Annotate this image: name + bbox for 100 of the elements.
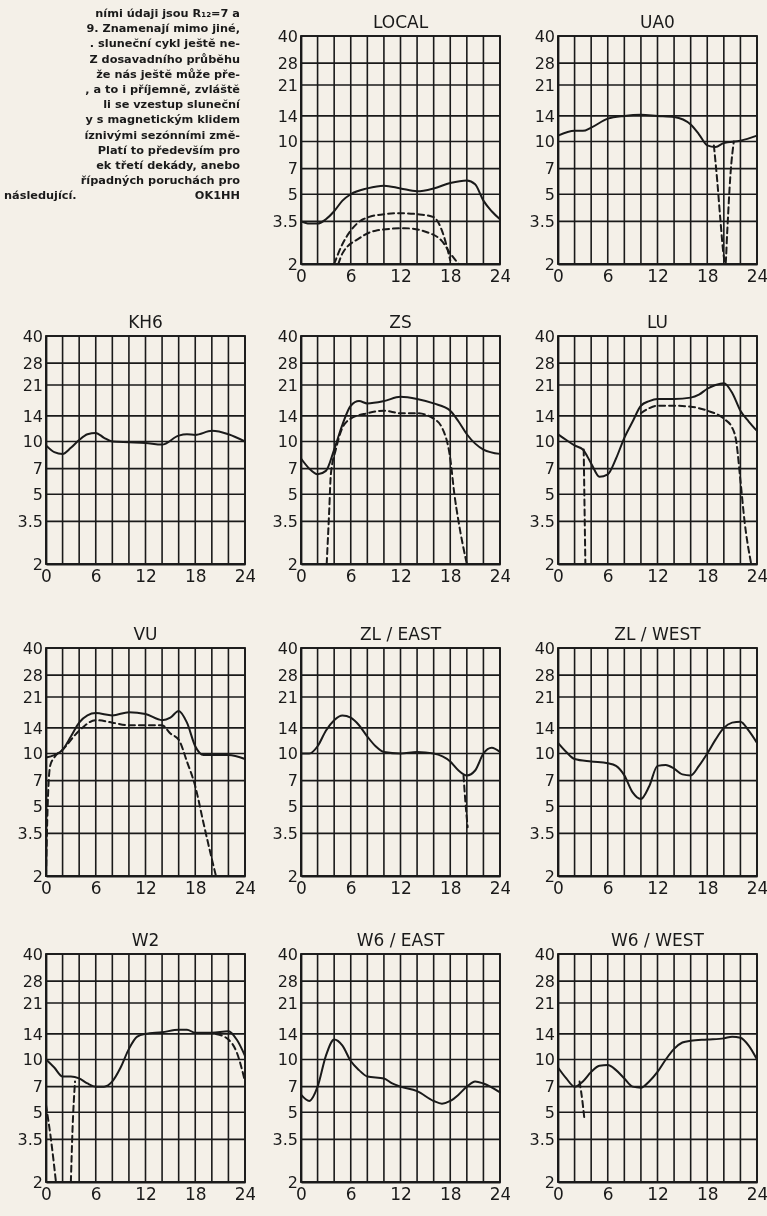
- x-tick-label: 12: [647, 566, 669, 587]
- y-tick-label: 40: [22, 944, 43, 964]
- y-tick-label: 14: [534, 718, 555, 738]
- x-tick-label: 0: [296, 1184, 307, 1205]
- text: 9. Znamenají mimo jiné,: [85, 21, 240, 37]
- y-tick-label: 28: [534, 665, 555, 685]
- text: ními údaji jsou R₁₂=7 a: [94, 6, 240, 22]
- x-tick-label: 6: [602, 266, 614, 287]
- text: řípadných poruchách pro: [79, 173, 240, 189]
- x-tick-label: 24: [489, 878, 512, 899]
- y-tick-label: 28: [534, 971, 555, 991]
- y-tick-label: 40: [534, 944, 555, 964]
- chart-title: ZS: [389, 312, 412, 332]
- x-tick-label: 24: [746, 566, 767, 587]
- y-tick-label: 2: [287, 866, 298, 886]
- x-tick-label: 24: [489, 266, 512, 287]
- x-tick-label: 6: [90, 566, 102, 587]
- y-tick-label: 21: [534, 687, 555, 707]
- y-tick-label: 7: [287, 459, 298, 479]
- y-tick-label: 28: [277, 353, 298, 373]
- x-tick-label: 12: [390, 266, 412, 287]
- chart-title: W6 / WEST: [611, 930, 705, 950]
- x-tick-label: 0: [553, 266, 564, 287]
- y-tick-label: 2: [544, 254, 555, 274]
- y-tick-label: 28: [534, 53, 555, 73]
- y-tick-label: 5: [544, 796, 555, 816]
- x-tick-label: 12: [135, 1184, 157, 1205]
- y-tick-label: 7: [544, 159, 555, 179]
- x-tick-label: 12: [390, 566, 412, 587]
- y-tick-label: 28: [534, 353, 555, 373]
- y-tick-label: 2: [32, 554, 43, 574]
- text: . sluneční cykl ještě ne-: [88, 36, 240, 52]
- x-tick-label: 24: [234, 878, 257, 899]
- y-tick-label: 14: [277, 406, 298, 426]
- y-tick-label: 21: [534, 375, 555, 395]
- y-tick-label: 7: [32, 459, 43, 479]
- y-tick-label: 21: [277, 687, 298, 707]
- chart-title: ZL / WEST: [614, 624, 702, 644]
- y-tick-label: 21: [22, 687, 43, 707]
- x-tick-label: 18: [696, 1184, 719, 1205]
- x-tick-label: 18: [439, 266, 462, 287]
- x-tick-label: 6: [345, 266, 357, 287]
- y-tick-label: 10: [277, 132, 298, 152]
- x-tick-label: 6: [602, 1184, 614, 1205]
- y-tick-label: 3.5: [529, 824, 555, 844]
- x-tick-label: 24: [234, 566, 257, 587]
- y-tick-label: 28: [22, 353, 43, 373]
- y-tick-label: 40: [534, 638, 555, 658]
- y-tick-label: 40: [277, 944, 298, 964]
- y-tick-label: 2: [287, 1172, 298, 1192]
- y-tick-label: 10: [22, 1050, 43, 1070]
- y-tick-label: 5: [287, 1102, 298, 1122]
- x-tick-label: 0: [296, 266, 307, 287]
- y-tick-label: 10: [534, 432, 555, 452]
- y-tick-label: 28: [277, 53, 298, 73]
- x-tick-label: 6: [345, 566, 357, 587]
- x-tick-label: 6: [345, 878, 357, 899]
- y-tick-label: 14: [534, 1024, 555, 1044]
- y-tick-label: 7: [287, 771, 298, 791]
- y-tick-label: 7: [544, 771, 555, 791]
- y-tick-label: 3.5: [272, 824, 298, 844]
- x-tick-label: 18: [184, 878, 207, 899]
- y-tick-label: 3.5: [272, 512, 298, 532]
- y-tick-label: 5: [287, 484, 298, 504]
- x-tick-label: 12: [135, 878, 157, 899]
- y-tick-label: 14: [22, 718, 43, 738]
- x-tick-label: 24: [489, 1184, 512, 1205]
- y-tick-label: 14: [22, 406, 43, 426]
- x-tick-label: 6: [90, 878, 102, 899]
- y-tick-label: 21: [277, 75, 298, 95]
- x-tick-label: 0: [41, 1184, 52, 1205]
- y-tick-label: 10: [22, 744, 43, 764]
- y-tick-label: 5: [287, 184, 298, 204]
- y-tick-label: 3.5: [272, 1130, 298, 1150]
- y-tick-label: 21: [22, 993, 43, 1013]
- x-tick-label: 0: [553, 566, 564, 587]
- y-tick-label: 28: [277, 665, 298, 685]
- text: Z dosavadního průběhu: [88, 51, 240, 67]
- chart-title: VU: [133, 624, 158, 644]
- x-tick-label: 24: [746, 878, 767, 899]
- x-tick-label: 18: [439, 878, 462, 899]
- y-tick-label: 28: [22, 971, 43, 991]
- y-tick-label: 7: [544, 1077, 555, 1097]
- x-tick-label: 12: [647, 1184, 669, 1205]
- y-tick-label: 10: [534, 1050, 555, 1070]
- y-tick-label: 40: [277, 326, 298, 346]
- y-tick-label: 40: [534, 326, 555, 346]
- y-tick-label: 5: [32, 484, 43, 504]
- y-tick-label: 40: [277, 638, 298, 658]
- y-tick-label: 2: [287, 554, 298, 574]
- x-tick-label: 0: [41, 878, 52, 899]
- y-tick-label: 21: [277, 375, 298, 395]
- chart-title: UA0: [640, 12, 675, 32]
- x-tick-label: 24: [746, 1184, 767, 1205]
- y-tick-label: 28: [22, 665, 43, 685]
- y-tick-label: 40: [277, 26, 298, 46]
- x-tick-label: 24: [489, 566, 512, 587]
- y-tick-label: 10: [277, 432, 298, 452]
- x-tick-label: 0: [553, 1184, 564, 1205]
- y-tick-label: 10: [534, 744, 555, 764]
